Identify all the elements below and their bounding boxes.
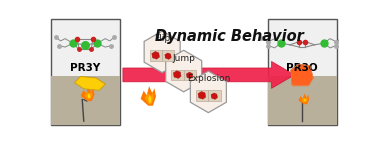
Polygon shape (141, 86, 156, 106)
Text: Dynamic Behavior: Dynamic Behavior (155, 29, 304, 44)
Polygon shape (299, 94, 309, 104)
Polygon shape (162, 50, 175, 61)
Polygon shape (166, 50, 202, 92)
Polygon shape (81, 87, 94, 101)
Polygon shape (196, 90, 208, 101)
Polygon shape (301, 97, 308, 103)
Polygon shape (198, 92, 206, 99)
Polygon shape (171, 69, 184, 80)
Polygon shape (208, 90, 221, 101)
Polygon shape (174, 71, 181, 78)
Polygon shape (88, 93, 90, 98)
Text: Explosion: Explosion (187, 75, 230, 84)
Polygon shape (165, 53, 171, 59)
Polygon shape (152, 51, 160, 59)
Text: Jump: Jump (172, 54, 195, 63)
Polygon shape (291, 64, 313, 86)
Polygon shape (186, 72, 193, 79)
Polygon shape (268, 77, 337, 125)
Text: PR3Y: PR3Y (70, 63, 100, 73)
Polygon shape (304, 98, 306, 101)
Polygon shape (84, 91, 93, 100)
FancyBboxPatch shape (51, 19, 120, 125)
Polygon shape (74, 77, 105, 90)
Polygon shape (191, 71, 226, 113)
Polygon shape (150, 50, 162, 61)
Polygon shape (123, 61, 294, 88)
Polygon shape (144, 92, 154, 104)
Polygon shape (51, 77, 120, 125)
Text: PR3O: PR3O (287, 63, 318, 73)
Polygon shape (148, 94, 151, 103)
FancyBboxPatch shape (268, 19, 337, 125)
Text: Flip: Flip (154, 34, 170, 43)
Polygon shape (144, 31, 180, 73)
Polygon shape (211, 93, 217, 99)
Polygon shape (184, 69, 196, 80)
